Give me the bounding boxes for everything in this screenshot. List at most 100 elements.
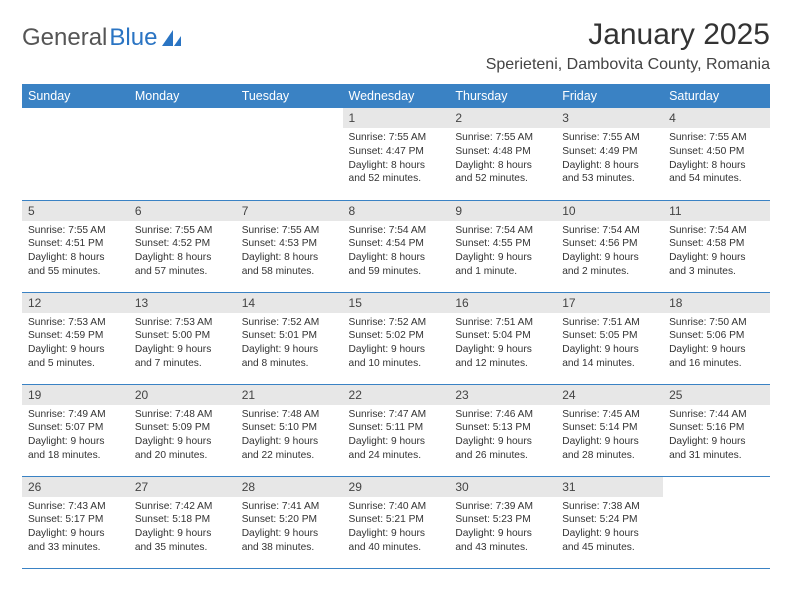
calendar-cell: 25Sunrise: 7:44 AM Sunset: 5:16 PM Dayli…	[663, 384, 770, 476]
day-header: Saturday	[663, 84, 770, 108]
calendar-cell: 30Sunrise: 7:39 AM Sunset: 5:23 PM Dayli…	[449, 476, 556, 568]
day-details: Sunrise: 7:55 AM Sunset: 4:51 PM Dayligh…	[22, 221, 129, 283]
day-number	[129, 108, 236, 114]
calendar-cell: 8Sunrise: 7:54 AM Sunset: 4:54 PM Daylig…	[343, 200, 450, 292]
calendar-cell: 28Sunrise: 7:41 AM Sunset: 5:20 PM Dayli…	[236, 476, 343, 568]
calendar-cell: 18Sunrise: 7:50 AM Sunset: 5:06 PM Dayli…	[663, 292, 770, 384]
day-details: Sunrise: 7:52 AM Sunset: 5:01 PM Dayligh…	[236, 313, 343, 375]
calendar-cell: 13Sunrise: 7:53 AM Sunset: 5:00 PM Dayli…	[129, 292, 236, 384]
calendar-cell	[236, 108, 343, 200]
calendar-cell: 9Sunrise: 7:54 AM Sunset: 4:55 PM Daylig…	[449, 200, 556, 292]
day-header: Monday	[129, 84, 236, 108]
header: GeneralBlue January 2025 Sperieteni, Dam…	[22, 18, 770, 74]
day-number: 14	[236, 293, 343, 313]
day-number: 29	[343, 477, 450, 497]
day-details: Sunrise: 7:55 AM Sunset: 4:47 PM Dayligh…	[343, 128, 450, 190]
day-number: 6	[129, 201, 236, 221]
day-number: 24	[556, 385, 663, 405]
day-number: 1	[343, 108, 450, 128]
day-number: 13	[129, 293, 236, 313]
day-details: Sunrise: 7:53 AM Sunset: 4:59 PM Dayligh…	[22, 313, 129, 375]
day-details: Sunrise: 7:55 AM Sunset: 4:53 PM Dayligh…	[236, 221, 343, 283]
calendar-cell: 24Sunrise: 7:45 AM Sunset: 5:14 PM Dayli…	[556, 384, 663, 476]
day-number: 4	[663, 108, 770, 128]
day-details: Sunrise: 7:38 AM Sunset: 5:24 PM Dayligh…	[556, 497, 663, 559]
logo-flag-icon	[161, 28, 187, 48]
calendar-body: 1Sunrise: 7:55 AM Sunset: 4:47 PM Daylig…	[22, 108, 770, 568]
day-details: Sunrise: 7:53 AM Sunset: 5:00 PM Dayligh…	[129, 313, 236, 375]
day-details: Sunrise: 7:51 AM Sunset: 5:04 PM Dayligh…	[449, 313, 556, 375]
day-details: Sunrise: 7:47 AM Sunset: 5:11 PM Dayligh…	[343, 405, 450, 467]
title-block: January 2025 Sperieteni, Dambovita Count…	[486, 18, 770, 74]
calendar-cell: 16Sunrise: 7:51 AM Sunset: 5:04 PM Dayli…	[449, 292, 556, 384]
day-number: 11	[663, 201, 770, 221]
day-details: Sunrise: 7:48 AM Sunset: 5:10 PM Dayligh…	[236, 405, 343, 467]
day-details: Sunrise: 7:46 AM Sunset: 5:13 PM Dayligh…	[449, 405, 556, 467]
calendar-cell	[22, 108, 129, 200]
calendar-cell: 17Sunrise: 7:51 AM Sunset: 5:05 PM Dayli…	[556, 292, 663, 384]
day-header: Wednesday	[343, 84, 450, 108]
day-number: 10	[556, 201, 663, 221]
day-number: 2	[449, 108, 556, 128]
calendar-cell: 1Sunrise: 7:55 AM Sunset: 4:47 PM Daylig…	[343, 108, 450, 200]
calendar-cell: 4Sunrise: 7:55 AM Sunset: 4:50 PM Daylig…	[663, 108, 770, 200]
calendar-cell: 3Sunrise: 7:55 AM Sunset: 4:49 PM Daylig…	[556, 108, 663, 200]
calendar-cell: 14Sunrise: 7:52 AM Sunset: 5:01 PM Dayli…	[236, 292, 343, 384]
day-number: 27	[129, 477, 236, 497]
day-header: Tuesday	[236, 84, 343, 108]
day-number: 15	[343, 293, 450, 313]
day-number: 22	[343, 385, 450, 405]
calendar-cell	[129, 108, 236, 200]
logo-text-1: General	[22, 24, 107, 52]
logo-text-2: Blue	[109, 24, 157, 52]
month-title: January 2025	[486, 18, 770, 52]
day-details: Sunrise: 7:54 AM Sunset: 4:58 PM Dayligh…	[663, 221, 770, 283]
day-number	[236, 108, 343, 114]
day-number: 28	[236, 477, 343, 497]
day-details: Sunrise: 7:42 AM Sunset: 5:18 PM Dayligh…	[129, 497, 236, 559]
day-number: 23	[449, 385, 556, 405]
location: Sperieteni, Dambovita County, Romania	[486, 56, 770, 74]
day-number: 20	[129, 385, 236, 405]
day-number: 19	[22, 385, 129, 405]
calendar-cell: 2Sunrise: 7:55 AM Sunset: 4:48 PM Daylig…	[449, 108, 556, 200]
day-details: Sunrise: 7:39 AM Sunset: 5:23 PM Dayligh…	[449, 497, 556, 559]
calendar-cell: 10Sunrise: 7:54 AM Sunset: 4:56 PM Dayli…	[556, 200, 663, 292]
day-header: Friday	[556, 84, 663, 108]
day-details: Sunrise: 7:52 AM Sunset: 5:02 PM Dayligh…	[343, 313, 450, 375]
day-details: Sunrise: 7:55 AM Sunset: 4:48 PM Dayligh…	[449, 128, 556, 190]
day-details: Sunrise: 7:55 AM Sunset: 4:49 PM Dayligh…	[556, 128, 663, 190]
calendar-row: 19Sunrise: 7:49 AM Sunset: 5:07 PM Dayli…	[22, 384, 770, 476]
day-number: 30	[449, 477, 556, 497]
day-number: 16	[449, 293, 556, 313]
day-details: Sunrise: 7:43 AM Sunset: 5:17 PM Dayligh…	[22, 497, 129, 559]
calendar-cell: 20Sunrise: 7:48 AM Sunset: 5:09 PM Dayli…	[129, 384, 236, 476]
day-header: Sunday	[22, 84, 129, 108]
calendar-cell: 15Sunrise: 7:52 AM Sunset: 5:02 PM Dayli…	[343, 292, 450, 384]
day-details: Sunrise: 7:54 AM Sunset: 4:55 PM Dayligh…	[449, 221, 556, 283]
day-details: Sunrise: 7:54 AM Sunset: 4:56 PM Dayligh…	[556, 221, 663, 283]
calendar-row: 1Sunrise: 7:55 AM Sunset: 4:47 PM Daylig…	[22, 108, 770, 200]
calendar-cell: 22Sunrise: 7:47 AM Sunset: 5:11 PM Dayli…	[343, 384, 450, 476]
day-number: 18	[663, 293, 770, 313]
calendar-page: GeneralBlue January 2025 Sperieteni, Dam…	[0, 0, 792, 587]
day-number	[663, 477, 770, 483]
day-number: 9	[449, 201, 556, 221]
day-header-row: Sunday Monday Tuesday Wednesday Thursday…	[22, 84, 770, 108]
calendar-cell: 19Sunrise: 7:49 AM Sunset: 5:07 PM Dayli…	[22, 384, 129, 476]
calendar-row: 5Sunrise: 7:55 AM Sunset: 4:51 PM Daylig…	[22, 200, 770, 292]
day-number: 5	[22, 201, 129, 221]
day-details: Sunrise: 7:44 AM Sunset: 5:16 PM Dayligh…	[663, 405, 770, 467]
day-number: 17	[556, 293, 663, 313]
day-details: Sunrise: 7:54 AM Sunset: 4:54 PM Dayligh…	[343, 221, 450, 283]
calendar-cell: 29Sunrise: 7:40 AM Sunset: 5:21 PM Dayli…	[343, 476, 450, 568]
logo: GeneralBlue	[22, 18, 187, 52]
day-number: 25	[663, 385, 770, 405]
calendar-cell: 12Sunrise: 7:53 AM Sunset: 4:59 PM Dayli…	[22, 292, 129, 384]
calendar-cell: 5Sunrise: 7:55 AM Sunset: 4:51 PM Daylig…	[22, 200, 129, 292]
calendar-cell: 11Sunrise: 7:54 AM Sunset: 4:58 PM Dayli…	[663, 200, 770, 292]
calendar-cell: 7Sunrise: 7:55 AM Sunset: 4:53 PM Daylig…	[236, 200, 343, 292]
day-number: 3	[556, 108, 663, 128]
day-details: Sunrise: 7:55 AM Sunset: 4:50 PM Dayligh…	[663, 128, 770, 190]
calendar-row: 12Sunrise: 7:53 AM Sunset: 4:59 PM Dayli…	[22, 292, 770, 384]
